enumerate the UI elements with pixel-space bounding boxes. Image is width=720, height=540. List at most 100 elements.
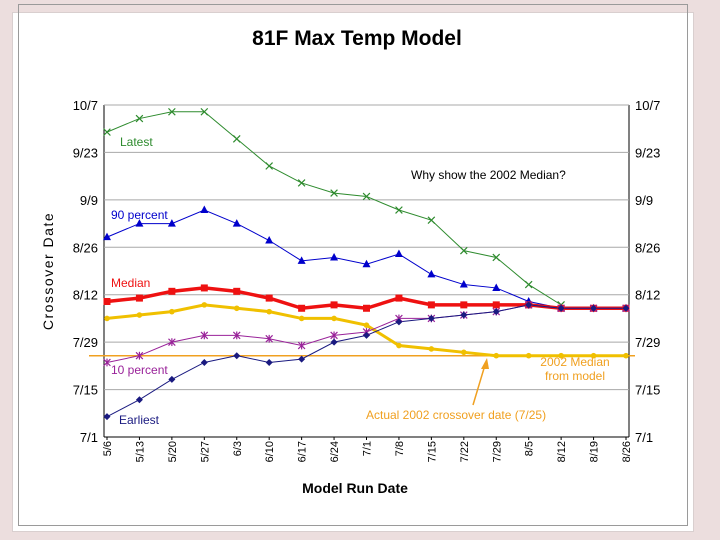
label-ninety-percent: 90 percent xyxy=(111,208,168,222)
annotation-arrow-head xyxy=(481,358,489,369)
data-point-median xyxy=(298,304,306,312)
series-line-90-percent xyxy=(106,209,626,309)
data-point-earliest xyxy=(590,304,598,312)
y-tick-label-left: 9/9 xyxy=(80,193,98,208)
data-point-latest xyxy=(103,128,111,136)
x-axis-title: Model Run Date xyxy=(302,480,408,496)
data-point-2002-median xyxy=(233,305,240,312)
y-tick-label-right: 7/1 xyxy=(635,430,653,445)
data-point-latest xyxy=(459,246,468,255)
y-tick-label-right: 9/23 xyxy=(635,145,660,160)
data-point-2002-median xyxy=(428,346,435,352)
annotation-2002-median-2: from model xyxy=(545,369,605,383)
y-tick-label-right: 8/12 xyxy=(635,288,660,303)
data-point-median xyxy=(395,294,403,302)
data-point-2002-median xyxy=(623,352,629,359)
y-tick-label-left: 7/1 xyxy=(80,430,98,445)
data-point-median xyxy=(168,287,176,295)
annotation-actual-2002: Actual 2002 crossover date (7/25) xyxy=(366,408,546,422)
data-point-median xyxy=(265,294,273,302)
data-point-earliest xyxy=(460,311,468,319)
tick-layer: 7/1 7/1 7/15 7/15 7/29 7/29 8/12 8/12 8/26 8/26 9/… xyxy=(73,98,661,462)
data-point-90-percent xyxy=(427,269,436,278)
data-point-10-percent-a xyxy=(232,331,241,340)
data-point-earliest xyxy=(492,308,500,316)
grid-layer xyxy=(89,104,635,440)
x-tick-label: 7/22 xyxy=(459,441,471,462)
y-tick-label-left: 7/29 xyxy=(73,335,98,350)
y-tick-label-right: 8/26 xyxy=(635,240,660,255)
data-point-earliest xyxy=(168,375,176,383)
data-point-2002-median xyxy=(331,315,337,322)
data-point-latest xyxy=(168,107,176,116)
y-tick-label-right: 9/9 xyxy=(635,193,653,208)
x-tick-label: 5/27 xyxy=(199,441,211,462)
line-chart: 81F Max Temp Model Model Run Date Crosso… xyxy=(40,27,661,496)
data-point-median xyxy=(200,284,208,292)
data-point-90-percent xyxy=(232,219,241,227)
data-point-latest xyxy=(492,253,501,262)
y-tick-label-left: 9/23 xyxy=(73,145,98,160)
data-point-latest xyxy=(265,162,274,170)
data-point-10-percent-a xyxy=(168,338,176,347)
data-point-2002-median xyxy=(266,308,272,315)
y-tick-label-left: 10/7 xyxy=(73,98,98,113)
x-tick-label: 6/24 xyxy=(329,441,341,462)
data-point-90-percent xyxy=(297,256,306,264)
data-point-90-percent xyxy=(135,219,144,227)
data-point-2002-median xyxy=(558,352,564,359)
data-point-median xyxy=(460,301,468,309)
x-tick-label: 7/1 xyxy=(362,441,374,456)
y-tick-label-right: 7/29 xyxy=(635,335,660,350)
data-point-2002-median xyxy=(396,342,402,349)
y-tick-label-right: 10/7 xyxy=(635,98,660,113)
data-point-2002-median xyxy=(298,315,305,322)
label-earliest: Earliest xyxy=(119,413,160,427)
data-point-earliest xyxy=(298,355,306,363)
data-point-latest xyxy=(297,179,306,187)
x-tick-label: 7/29 xyxy=(491,441,503,462)
data-point-90-percent xyxy=(265,236,274,244)
slide-background xyxy=(12,12,694,532)
x-tick-label: 7/8 xyxy=(394,441,406,456)
data-point-earliest xyxy=(103,413,111,421)
y-tick-label-left: 8/26 xyxy=(73,240,98,255)
data-point-90-percent xyxy=(200,205,209,214)
x-tick-label: 5/20 xyxy=(167,441,179,462)
chart-title: 81F Max Temp Model xyxy=(252,27,462,50)
x-tick-label: 7/15 xyxy=(426,441,438,462)
x-tick-label: 5/6 xyxy=(102,441,114,456)
data-point-10-percent-a xyxy=(330,331,338,340)
y-tick-label-left: 7/15 xyxy=(73,383,98,398)
data-point-earliest xyxy=(330,338,338,346)
data-point-2002-median xyxy=(590,352,597,359)
data-point-latest xyxy=(330,189,338,197)
series-line-latest xyxy=(106,111,562,306)
data-point-10-percent-a xyxy=(265,334,274,343)
data-point-median xyxy=(330,301,338,309)
data-point-90-percent xyxy=(459,280,468,288)
data-point-latest xyxy=(427,216,436,225)
data-point-10-percent-a xyxy=(135,351,144,360)
data-point-2002-median xyxy=(461,349,467,356)
data-point-2002-median xyxy=(363,322,370,329)
data-point-latest xyxy=(135,114,144,123)
data-point-10-percent-a xyxy=(297,341,306,350)
data-point-earliest xyxy=(135,396,143,404)
annotation-2002-median-1: 2002 Median xyxy=(540,355,609,369)
data-point-2002-median xyxy=(493,352,500,359)
data-point-90-percent xyxy=(103,232,111,241)
data-point-median xyxy=(427,301,435,309)
data-point-2002-median xyxy=(525,352,532,359)
data-point-earliest xyxy=(265,358,273,366)
x-tick-label: 6/10 xyxy=(264,441,276,462)
data-point-90-percent xyxy=(492,283,501,291)
data-point-2002-median xyxy=(104,315,110,322)
data-point-2002-median xyxy=(201,302,208,308)
label-latest: Latest xyxy=(120,135,153,149)
data-point-earliest xyxy=(233,352,241,360)
data-point-90-percent xyxy=(330,252,339,261)
x-tick-label: 6/17 xyxy=(297,441,309,462)
marker-layer xyxy=(103,107,630,421)
y-axis-title: Crossover Date xyxy=(40,212,56,330)
